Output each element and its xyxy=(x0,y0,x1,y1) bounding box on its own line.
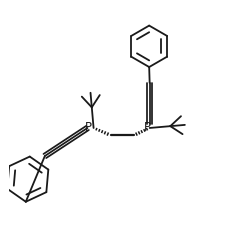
Text: P: P xyxy=(84,121,91,134)
Text: P: P xyxy=(143,121,150,134)
